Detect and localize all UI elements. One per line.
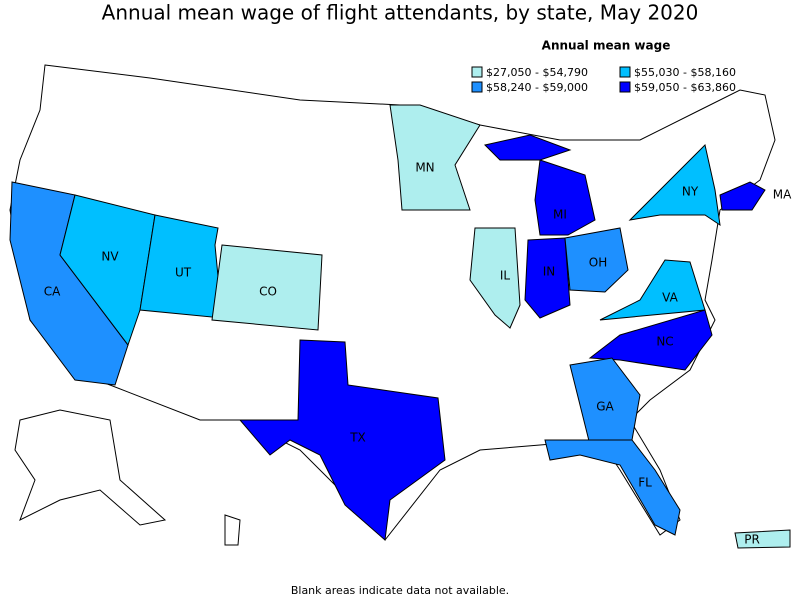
alaska — [14, 409, 167, 526]
state-label: CA — [44, 285, 61, 299]
legend-swatch — [471, 66, 483, 78]
state-label: PR — [744, 533, 760, 547]
state-shape — [524, 237, 571, 319]
state-label: GA — [596, 400, 614, 414]
state-label: VA — [662, 291, 678, 305]
legend: $27,050 - $54,790 $55,030 - $58,160 $58,24… — [471, 66, 736, 94]
state-label: MN — [415, 161, 434, 175]
state-shape — [544, 439, 681, 536]
states — [9, 104, 791, 549]
state-shape — [238, 339, 446, 541]
state-shape — [534, 159, 596, 236]
legend-swatch — [619, 81, 631, 93]
state-shape — [719, 181, 766, 211]
state-shape — [588, 309, 713, 371]
state-shape — [59, 194, 156, 347]
state-shape — [599, 259, 706, 321]
state-shape — [389, 104, 481, 211]
legend-swatch — [619, 66, 631, 78]
legend-title: Annual mean wage — [542, 39, 671, 53]
state-shape — [569, 357, 641, 446]
state-label: FL — [638, 476, 652, 490]
state-label: IN — [543, 265, 556, 279]
state-labels: CA NV UT CO MN IL IN MI OH NY MA VA NC T… — [44, 161, 792, 547]
state-label: NY — [682, 185, 699, 199]
legend-swatch — [471, 81, 483, 93]
hawaii — [224, 514, 241, 546]
state-label: TX — [349, 431, 366, 445]
state-shape — [211, 244, 323, 331]
state-shape — [564, 227, 629, 293]
legend-label: $58,240 - $59,000 — [486, 81, 588, 94]
state-shape — [469, 227, 521, 329]
state-label: NV — [101, 250, 119, 264]
state-label: IL — [500, 269, 511, 283]
state-label: CO — [259, 285, 277, 299]
state-shape — [628, 144, 721, 227]
state-label: NC — [656, 335, 673, 349]
state-label: OH — [589, 256, 607, 270]
state-label: UT — [175, 266, 192, 280]
state-shape — [484, 134, 572, 161]
state-shape — [734, 529, 791, 549]
legend-label: $59,050 - $63,860 — [634, 81, 736, 94]
map-title: Annual mean wage of flight attendants, b… — [102, 1, 699, 25]
legend-label: $27,050 - $54,790 — [486, 66, 588, 79]
state-label: MA — [773, 188, 792, 202]
legend-label: $55,030 - $58,160 — [634, 66, 736, 79]
footnote: Blank areas indicate data not available. — [291, 584, 509, 597]
state-label: MI — [553, 208, 567, 222]
